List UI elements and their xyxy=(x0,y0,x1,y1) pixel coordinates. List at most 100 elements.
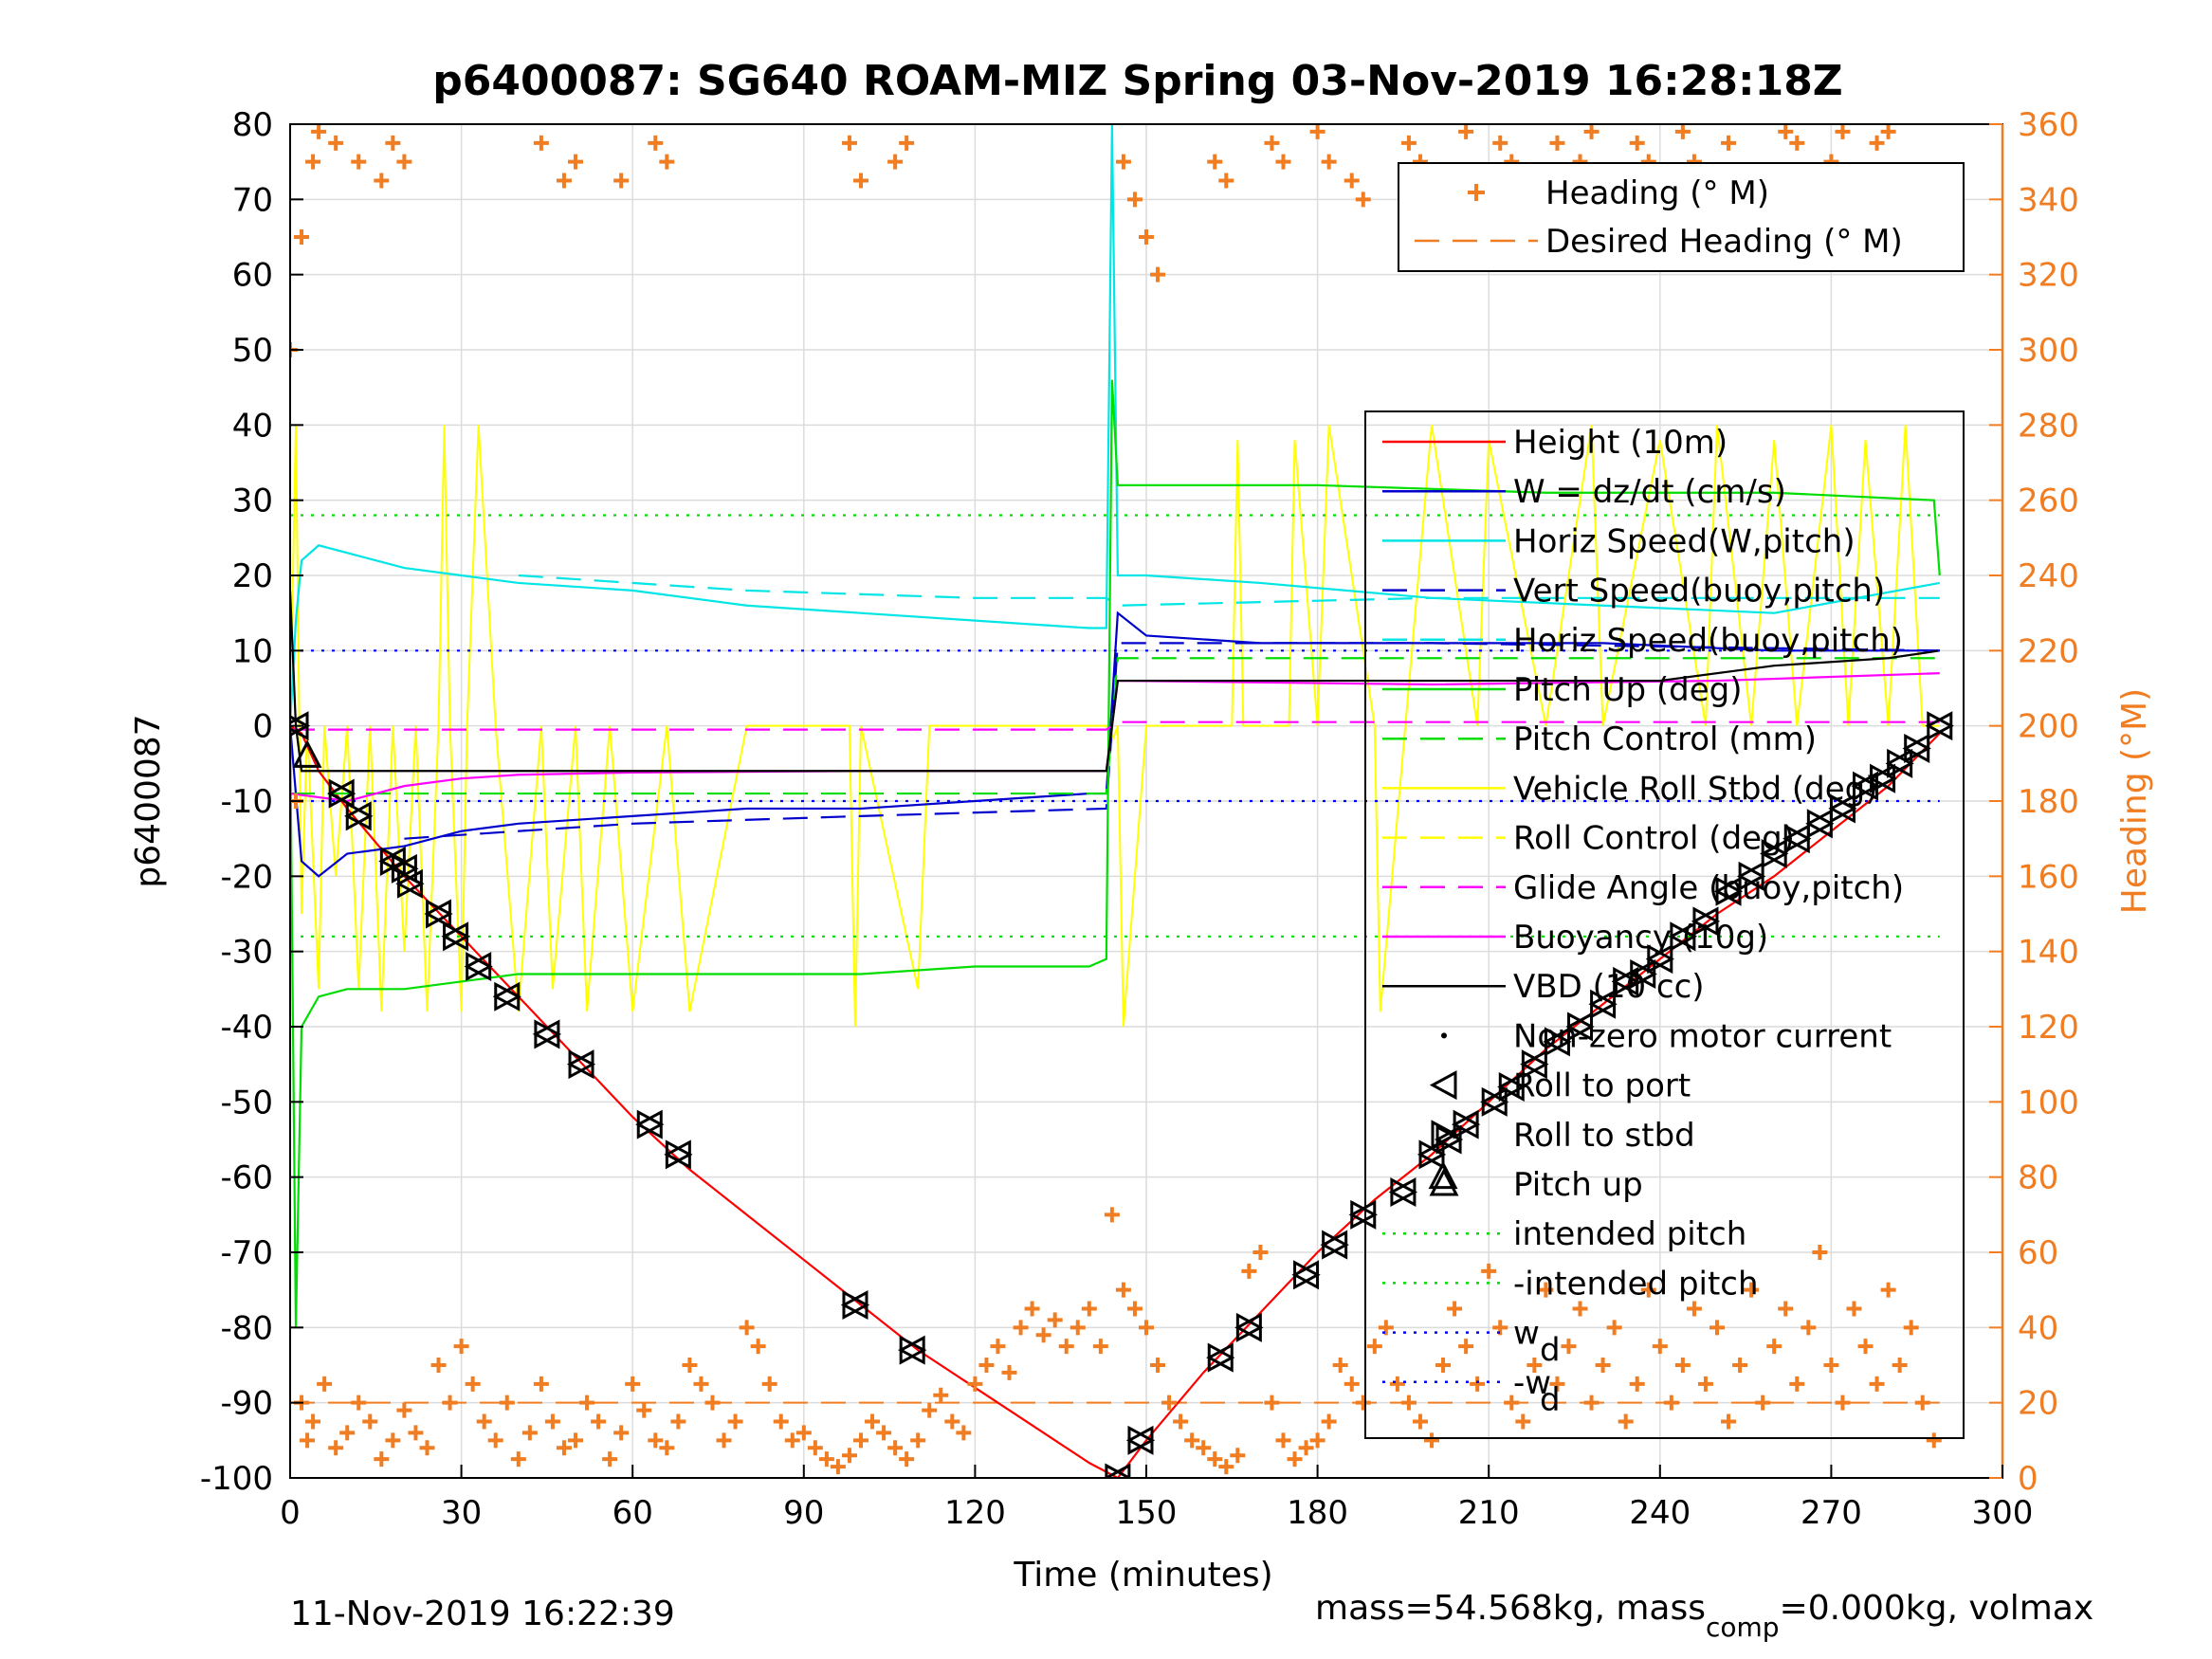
legend-label: Pitch up xyxy=(1513,1166,1643,1204)
marker-layer xyxy=(290,124,1954,1478)
heading-point xyxy=(887,1440,904,1456)
heading-point xyxy=(1207,154,1223,170)
x-tick-label: 90 xyxy=(783,1494,824,1532)
heading-point xyxy=(830,1459,846,1475)
legend-label: W = dz/dt (cm/s) xyxy=(1513,473,1786,511)
heading-point xyxy=(374,173,390,189)
roll-stbd-marker xyxy=(1613,966,1640,996)
heading-point xyxy=(1378,1320,1394,1336)
y-tick-label: -30 xyxy=(220,934,273,972)
heading-point xyxy=(300,1432,316,1449)
roll-stbd-marker xyxy=(1498,1071,1526,1102)
heading-point xyxy=(351,154,367,170)
y-right-tick-label: 300 xyxy=(2018,332,2079,370)
roll-stbd-marker xyxy=(1567,1012,1595,1042)
heading-point xyxy=(1309,1432,1325,1449)
heading-point xyxy=(807,1440,823,1456)
legend-swatch xyxy=(1441,1032,1447,1039)
legend-label: Desired Heading (° M) xyxy=(1545,223,1903,261)
y-tick-label: 0 xyxy=(252,708,273,746)
heading-point xyxy=(1835,124,1851,139)
heading-point xyxy=(1744,1282,1760,1298)
heading-point xyxy=(704,1395,721,1411)
roll-stbd-marker xyxy=(1350,1199,1378,1230)
heading-point xyxy=(556,173,572,189)
y-tick-label: -40 xyxy=(220,1009,273,1047)
heading-point xyxy=(1035,1327,1051,1343)
heading-point xyxy=(784,1432,800,1449)
y-right-tick-label: 280 xyxy=(2018,407,2079,445)
heading-point xyxy=(476,1413,492,1430)
y-right-tick-label: 100 xyxy=(2018,1084,2079,1121)
heading-point xyxy=(739,1320,755,1336)
roll-stbd-marker xyxy=(1715,876,1744,906)
y-tick-label: -80 xyxy=(220,1309,273,1347)
heading-point xyxy=(1126,1301,1143,1317)
heading-point xyxy=(1561,1339,1577,1355)
heading-point xyxy=(1332,1358,1348,1373)
y-right-tick-label: 340 xyxy=(2018,181,2079,219)
heading-point xyxy=(1412,1413,1428,1430)
x-tick-label: 210 xyxy=(1458,1494,1520,1532)
y-right-tick-label: 360 xyxy=(2018,106,2079,144)
roll-stbd-marker xyxy=(1105,1463,1133,1478)
heading-point xyxy=(1526,1358,1543,1373)
heading-point xyxy=(1321,154,1337,170)
heading-point xyxy=(853,173,868,189)
x-tick-label: 30 xyxy=(441,1494,482,1532)
y-tick-label: 50 xyxy=(232,332,273,370)
heading-point xyxy=(442,1395,458,1411)
legend-main: Height (10m) W = dz/dt (cm/s) Horiz Speed(… xyxy=(1364,410,1965,1439)
heading-point xyxy=(1400,1395,1417,1411)
roll-stbd-marker xyxy=(899,1335,927,1365)
y-right-tick-label: 260 xyxy=(2018,483,2079,520)
heading-point xyxy=(521,1425,538,1441)
heading-point xyxy=(1458,124,1474,139)
heading-point xyxy=(682,1358,698,1373)
heading-point xyxy=(1549,135,1565,151)
heading-point xyxy=(1606,1320,1622,1336)
roll-stbd-marker xyxy=(1235,1312,1264,1342)
heading-point xyxy=(967,1376,983,1392)
y-tick-label: 70 xyxy=(232,181,273,219)
heading-point xyxy=(1892,1358,1908,1373)
series-horiz-speed-w-pitch xyxy=(290,124,1940,726)
heading-point xyxy=(317,1376,333,1392)
heading-point xyxy=(385,135,401,151)
roll-stbd-marker xyxy=(1630,958,1657,989)
heading-point xyxy=(1207,1451,1223,1468)
heading-point xyxy=(1869,135,1885,151)
roll-stbd-marker xyxy=(1783,824,1812,854)
bottom-axis: 0 30 60 90 120 150 180 210 240 270 300 xyxy=(280,1465,2033,1532)
footer-mass-prefix: mass=54.568kg, mass xyxy=(1315,1589,1706,1628)
heading-point xyxy=(1275,1432,1291,1449)
heading-point xyxy=(1275,154,1291,170)
y-tick-label: 30 xyxy=(232,483,273,520)
footer-mass-sub: comp xyxy=(1706,1612,1780,1643)
roll-stbd-marker xyxy=(1806,809,1835,839)
roll-stbd-marker xyxy=(1670,921,1698,952)
y-right-tick-label: 320 xyxy=(2018,257,2079,295)
heading-point xyxy=(1789,135,1805,151)
y-axis-label: p6400087 xyxy=(129,714,168,887)
roll-stbd-marker xyxy=(1322,1230,1349,1260)
heading-point xyxy=(1173,1413,1189,1430)
heading-point xyxy=(1139,229,1154,245)
heading-point xyxy=(910,1432,926,1449)
left-axis: 80 70 60 50 40 30 20 10 0 -10 -20 -30 -40 -50 -60 -70 -8… xyxy=(200,106,303,1498)
heading-point xyxy=(556,1440,572,1456)
heading-point xyxy=(1161,1395,1178,1411)
heading-point xyxy=(465,1376,481,1392)
heading-point xyxy=(1674,1358,1691,1373)
heading-point xyxy=(841,1448,857,1464)
heading-point xyxy=(1389,1376,1405,1392)
heading-point xyxy=(761,1376,777,1392)
roll-stbd-marker xyxy=(1293,1260,1321,1290)
heading-point xyxy=(1926,1432,1942,1449)
heading-point xyxy=(1721,1413,1737,1430)
heading-point xyxy=(591,1413,607,1430)
series-vbd-10-cc xyxy=(290,590,1940,773)
x-tick-label: 180 xyxy=(1287,1494,1348,1532)
heading-point xyxy=(1115,1282,1131,1298)
heading-point xyxy=(944,1413,960,1430)
